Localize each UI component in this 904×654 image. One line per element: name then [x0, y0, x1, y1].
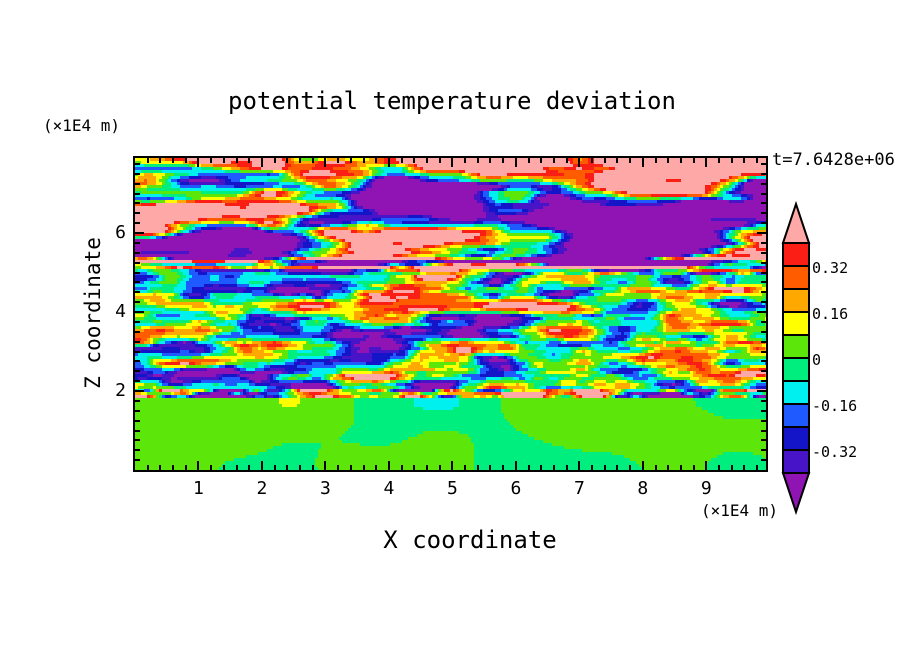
x-axis-title: X coordinate: [383, 526, 557, 554]
colorbar-label: 0: [812, 351, 822, 369]
x-axis-unit-label: (×1E4 m): [700, 501, 778, 520]
x-tick-label: 6: [510, 478, 522, 499]
colorbar-segment: [782, 403, 810, 428]
plot-area: [133, 156, 768, 472]
x-tick-label: 2: [256, 478, 268, 499]
chart-title: potential temperature deviation: [228, 87, 676, 115]
colorbar-segment: [782, 449, 810, 474]
time-stamp-label: t=7.6428e+06: [772, 150, 895, 170]
x-tick-label: 5: [446, 478, 458, 499]
colorbar-under-arrow: [781, 472, 811, 516]
colorbar-segment: [782, 357, 810, 382]
x-tick-label: 7: [573, 478, 585, 499]
x-tick-label: 1: [193, 478, 204, 499]
x-tick-label: 9: [700, 478, 712, 499]
colorbar-segment: [782, 426, 810, 451]
x-tick-label: 3: [320, 478, 331, 499]
contour-field-canvas: [135, 158, 766, 470]
colorbar: [781, 200, 811, 516]
colorbar-segment: [782, 334, 810, 359]
colorbar-segment: [782, 311, 810, 336]
colorbar-segment: [782, 242, 810, 267]
colorbar-label: 0.16: [812, 305, 849, 323]
colorbar-over-arrow: [781, 200, 811, 244]
y-axis-unit-label: (×1E4 m): [43, 116, 121, 135]
colorbar-label: -0.16: [812, 397, 858, 415]
colorbar-segment: [782, 265, 810, 290]
y-tick-label: 6: [115, 222, 126, 244]
x-tick-label: 8: [637, 478, 649, 499]
colorbar-segment: [782, 380, 810, 405]
colorbar-label: -0.32: [812, 443, 858, 461]
colorbar-label: 0.32: [812, 259, 849, 277]
colorbar-segment: [782, 288, 810, 313]
y-tick-label: 2: [115, 380, 126, 401]
y-tick-label: 4: [115, 301, 126, 323]
x-tick-label: 4: [383, 478, 395, 499]
